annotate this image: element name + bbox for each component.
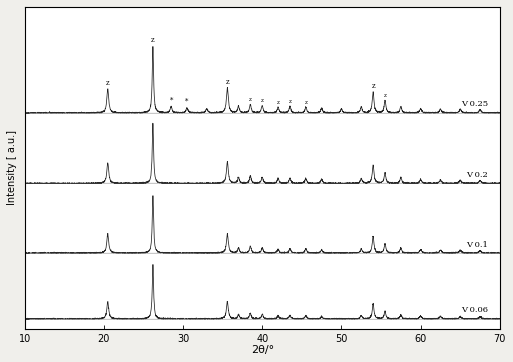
Y-axis label: Intensity [ a.u.]: Intensity [ a.u.] [7,130,17,205]
Text: z: z [277,100,280,105]
Text: z: z [288,99,291,104]
Text: z: z [106,79,110,87]
Text: *: * [169,97,173,105]
Text: z: z [151,36,155,44]
Text: V 0.25: V 0.25 [461,100,488,109]
Text: V 0.2: V 0.2 [466,171,488,179]
Text: *: * [185,98,189,106]
Text: V 0.06: V 0.06 [461,306,488,315]
Text: z: z [371,82,375,90]
Text: z: z [261,98,264,103]
X-axis label: 2θ/°: 2θ/° [251,345,274,355]
Text: V 0.1: V 0.1 [466,240,488,249]
Text: z: z [249,97,252,102]
Text: z: z [304,100,307,105]
Text: z: z [384,93,386,98]
Text: z: z [226,78,229,86]
